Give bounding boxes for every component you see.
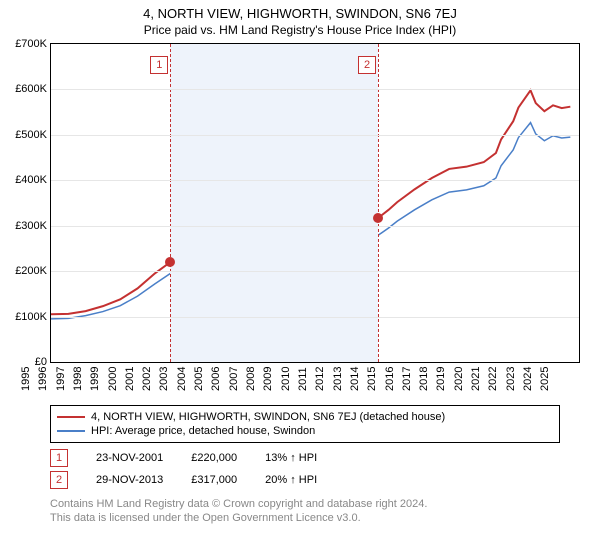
- chart-title: 4, NORTH VIEW, HIGHWORTH, SWINDON, SN6 7…: [0, 0, 600, 21]
- y-tick-label: £100K: [15, 311, 47, 323]
- gridline: [51, 226, 579, 227]
- transaction-delta-2: 20% ↑ HPI: [265, 474, 317, 486]
- transaction-price-1: £220,000: [191, 452, 237, 464]
- transaction-flag: 1: [150, 56, 168, 74]
- price-marker: [165, 257, 175, 267]
- transaction-row-2: 2 29-NOV-2013 £317,000 20% ↑ HPI: [50, 469, 560, 491]
- legend-label-property: 4, NORTH VIEW, HIGHWORTH, SWINDON, SN6 7…: [91, 411, 445, 423]
- transaction-badge-2: 2: [50, 471, 68, 489]
- transaction-badge-1: 1: [50, 449, 68, 467]
- transactions: 1 23-NOV-2001 £220,000 13% ↑ HPI 2 29-NO…: [50, 447, 560, 491]
- gridline: [51, 180, 579, 181]
- gridline: [51, 317, 579, 318]
- legend-swatch-hpi: [57, 430, 85, 432]
- highlight-band: [170, 44, 378, 362]
- gridline: [51, 135, 579, 136]
- legend-item-property: 4, NORTH VIEW, HIGHWORTH, SWINDON, SN6 7…: [57, 410, 553, 424]
- gridline: [51, 271, 579, 272]
- transaction-row-1: 1 23-NOV-2001 £220,000 13% ↑ HPI: [50, 447, 560, 469]
- chart-zone: £0£100K£200K£300K£400K£500K£600K£700K12 …: [50, 43, 580, 393]
- price-marker: [373, 213, 383, 223]
- plot-area: £0£100K£200K£300K£400K£500K£600K£700K12: [50, 43, 580, 363]
- legend-swatch-property: [57, 416, 85, 418]
- legend-label-hpi: HPI: Average price, detached house, Swin…: [91, 425, 315, 437]
- y-tick-label: £300K: [15, 220, 47, 232]
- x-tick-label: 2025: [539, 367, 565, 391]
- transaction-delta-1: 13% ↑ HPI: [265, 452, 317, 464]
- gridline: [51, 89, 579, 90]
- transaction-date-1: 23-NOV-2001: [96, 452, 163, 464]
- y-tick-label: £400K: [15, 174, 47, 186]
- band-edge: [378, 44, 379, 362]
- y-tick-label: £500K: [15, 129, 47, 141]
- transaction-flag: 2: [358, 56, 376, 74]
- band-edge: [170, 44, 171, 362]
- legend-item-hpi: HPI: Average price, detached house, Swin…: [57, 424, 553, 438]
- footer-attribution: Contains HM Land Registry data © Crown c…: [50, 497, 560, 526]
- chart-subtitle: Price paid vs. HM Land Registry's House …: [0, 21, 600, 43]
- y-tick-label: £600K: [15, 83, 47, 95]
- y-tick-label: £700K: [15, 38, 47, 50]
- legend: 4, NORTH VIEW, HIGHWORTH, SWINDON, SN6 7…: [50, 405, 560, 443]
- transaction-price-2: £317,000: [191, 474, 237, 486]
- transaction-date-2: 29-NOV-2013: [96, 474, 163, 486]
- y-tick-label: £200K: [15, 265, 47, 277]
